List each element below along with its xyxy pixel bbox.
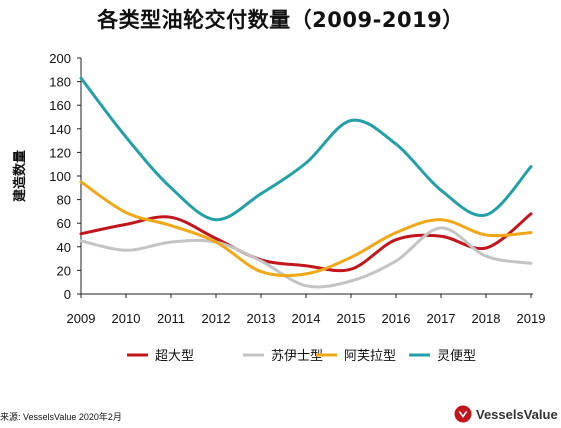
logo-text: VesselsValue — [476, 406, 558, 422]
series-line-3 — [79, 76, 533, 222]
y-tick-label: 180 — [49, 75, 71, 90]
y-tick-label: 80 — [57, 193, 71, 208]
x-tick-label: 2016 — [382, 311, 411, 326]
data-point — [485, 214, 488, 217]
data-point — [395, 143, 398, 146]
data-point — [170, 216, 173, 219]
data-point — [530, 262, 533, 265]
data-point — [260, 192, 263, 195]
data-point — [530, 212, 533, 215]
y-axis-label: 建造数量 — [12, 150, 28, 202]
x-tick-label: 2010 — [112, 311, 141, 326]
x-tick-label: 2015 — [337, 311, 366, 326]
y-tick-label: 20 — [57, 263, 71, 278]
data-point — [440, 189, 443, 192]
data-point — [485, 234, 488, 237]
data-point — [215, 241, 218, 244]
x-tick-label: 2013 — [247, 311, 276, 326]
x-tick-label: 2011 — [157, 311, 185, 326]
data-point — [305, 162, 308, 165]
data-point — [350, 268, 353, 271]
series-layer — [79, 76, 533, 289]
y-tick-label: 160 — [49, 98, 71, 113]
data-point — [440, 227, 443, 230]
logo-icon — [454, 405, 472, 423]
series-line-1 — [79, 226, 533, 289]
y-tick-label: 200 — [49, 51, 71, 66]
data-point — [260, 260, 263, 263]
y-tick-label: 120 — [49, 145, 71, 160]
y-tick-label: 100 — [49, 169, 71, 184]
data-point — [125, 211, 128, 214]
data-point — [395, 238, 398, 241]
legend: 超大型 苏伊士型 阿芙拉型 灵便型 — [127, 348, 476, 364]
data-point — [485, 255, 488, 258]
data-point — [80, 181, 83, 184]
legend-label-3: 灵便型 — [437, 349, 476, 364]
x-tick-label: 2014 — [292, 311, 321, 326]
y-tick-label: 60 — [57, 216, 71, 231]
data-point — [350, 280, 353, 283]
y-tick-label: 0 — [64, 287, 71, 302]
legend-label-2: 阿芙拉型 — [344, 349, 396, 364]
vesselsvalue-logo: VesselsValue — [454, 405, 558, 423]
data-point — [350, 256, 353, 259]
data-point — [215, 218, 218, 221]
data-point — [485, 247, 488, 250]
data-point — [440, 218, 443, 221]
series-line-2 — [79, 180, 533, 278]
x-tick-label: 2009 — [67, 311, 96, 326]
data-point — [305, 273, 308, 276]
data-point — [80, 240, 83, 243]
data-point — [215, 237, 218, 240]
chart-title: 各类型油轮交付数量（2009-2019） — [97, 8, 464, 32]
data-point — [530, 165, 533, 168]
axes: 0 20 40 60 80 100 120 140 160 180 200 2009 2010 2011 2… — [12, 51, 545, 326]
data-point — [125, 249, 128, 252]
data-point — [170, 186, 173, 189]
source-note: 来源: VesselsValue 2020年2月 — [0, 412, 122, 422]
data-point — [395, 231, 398, 234]
data-point — [260, 270, 263, 273]
data-point — [530, 231, 533, 234]
data-point — [80, 232, 83, 235]
x-tick-label: 2012 — [202, 311, 231, 326]
data-point — [350, 119, 353, 122]
data-point — [440, 235, 443, 238]
x-tick-label: 2018 — [472, 311, 501, 326]
series-line-0 — [79, 212, 533, 273]
y-tick-label: 40 — [57, 240, 71, 255]
legend-label-1: 苏伊士型 — [271, 348, 323, 364]
data-point — [170, 224, 173, 227]
data-point — [80, 77, 83, 80]
data-point — [170, 241, 173, 244]
data-point — [125, 223, 128, 226]
data-point — [305, 264, 308, 267]
data-point — [305, 284, 308, 287]
y-tick-label: 140 — [49, 122, 71, 137]
data-point — [125, 136, 128, 139]
legend-label-0: 超大型 — [155, 349, 194, 364]
data-point — [395, 260, 398, 263]
x-tick-label: 2019 — [517, 311, 546, 326]
x-tick-label: 2017 — [427, 311, 456, 326]
